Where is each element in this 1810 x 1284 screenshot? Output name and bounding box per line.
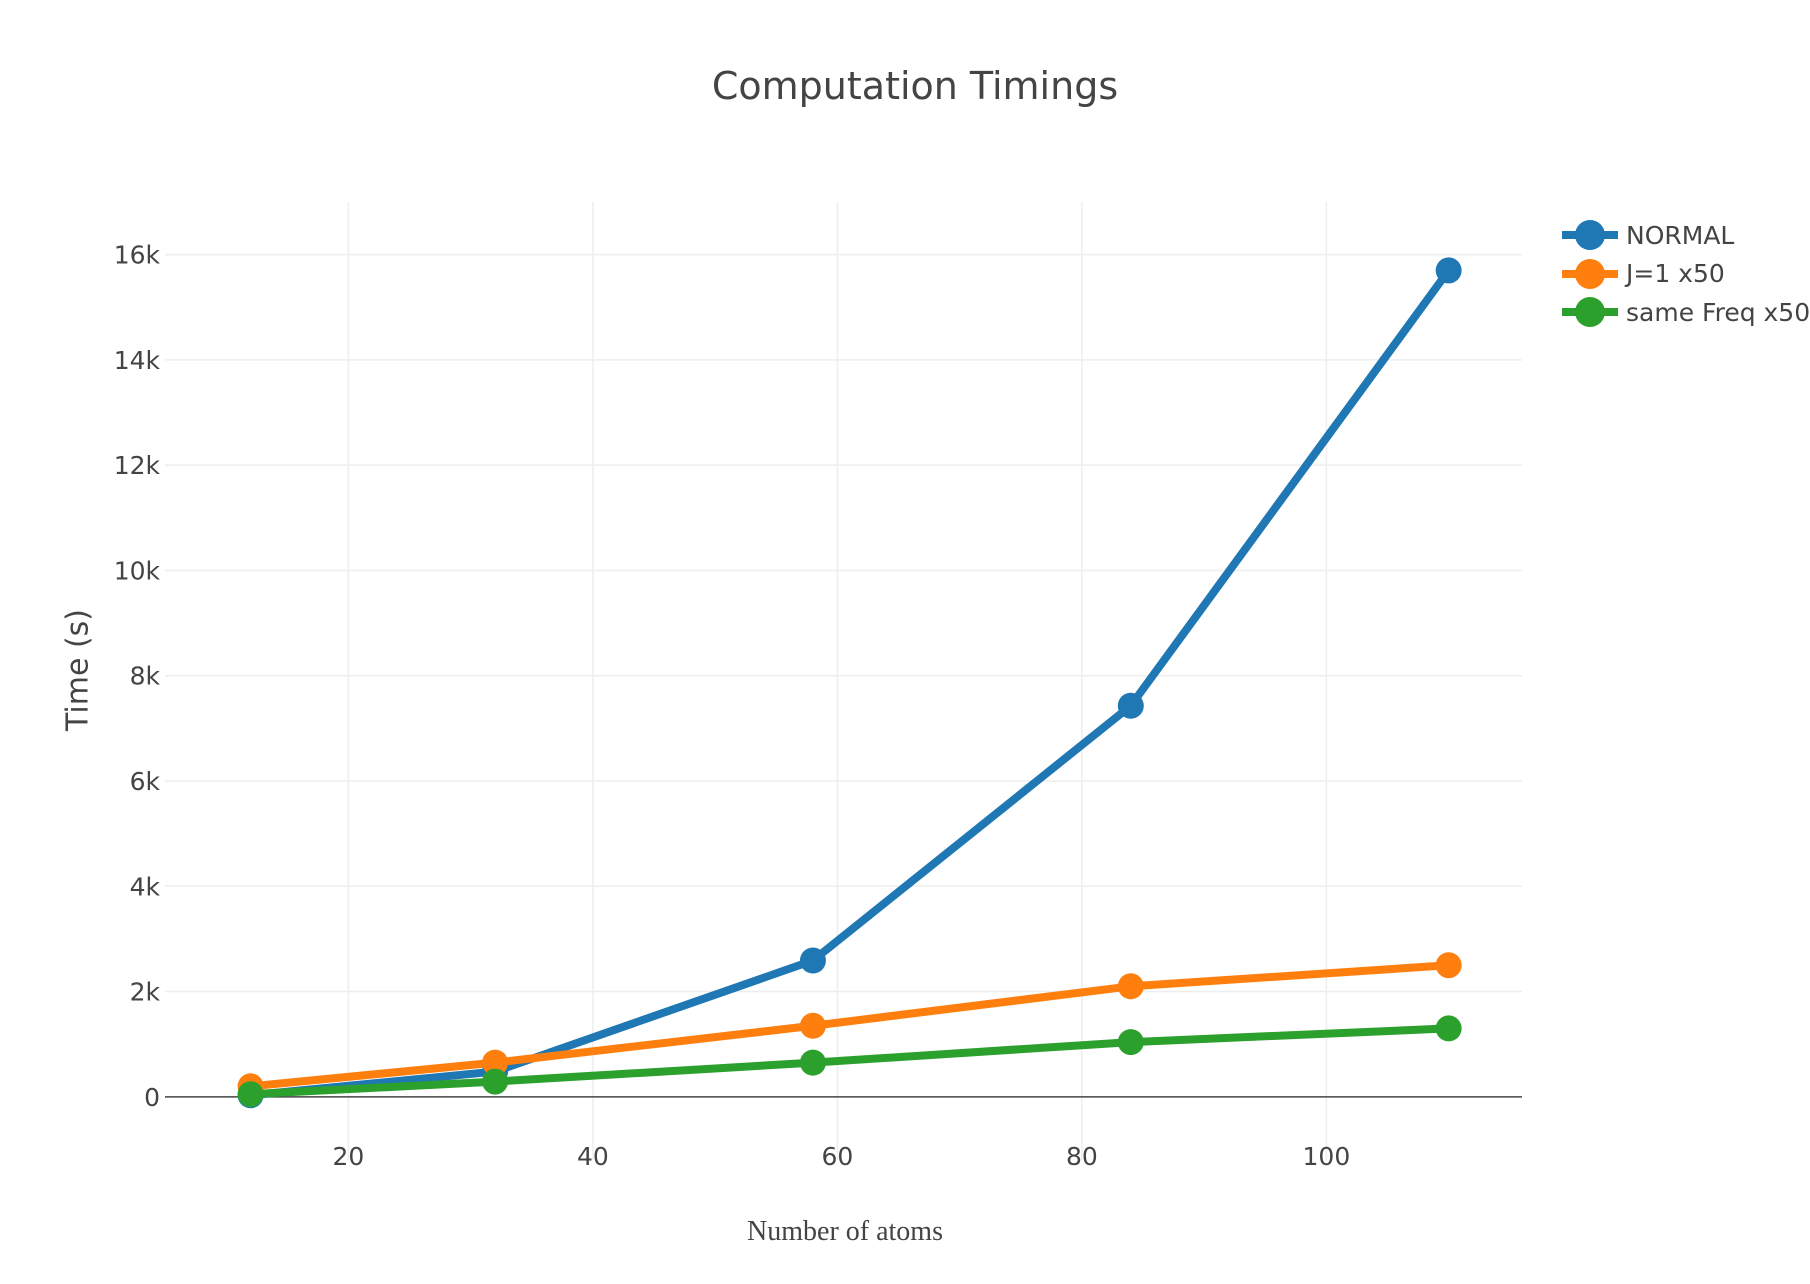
chart-title: Computation Timings — [711, 64, 1119, 108]
series — [237, 257, 1462, 1109]
data-point — [799, 947, 826, 974]
legend-swatch — [1560, 216, 1620, 254]
series-line — [246, 1024, 1453, 1099]
legend-label: J=1 x50 — [1626, 259, 1725, 288]
legend: NORMAL J=1 x50 same Freq x50 — [1560, 216, 1810, 332]
series-line — [246, 961, 1453, 1091]
data-point — [1435, 257, 1462, 284]
legend-marker — [1575, 297, 1605, 327]
data-point — [1435, 1015, 1462, 1042]
data-point — [482, 1068, 509, 1095]
x-tick-label: 100 — [1303, 1142, 1351, 1171]
y-tick-label: 10k — [114, 556, 161, 585]
legend-label: same Freq x50 — [1626, 297, 1810, 327]
y-tick-label: 2k — [130, 978, 161, 1007]
series-line — [246, 266, 1453, 1100]
y-axis-title: Time (s) — [60, 609, 96, 731]
legend-item[interactable]: NORMAL — [1560, 216, 1810, 254]
data-point — [1435, 952, 1462, 979]
x-tick-label: 80 — [1066, 1142, 1098, 1171]
legend-marker — [1575, 220, 1605, 250]
data-point — [799, 1049, 826, 1076]
data-point — [799, 1012, 826, 1039]
y-tick-label: 16k — [114, 241, 161, 270]
tick-labels: 20 40 60 80 100 0 2k 4k 6k 8k 10k 12k 14k 16k — [114, 241, 1351, 1171]
legend-marker — [1575, 258, 1605, 289]
grid — [165, 202, 1522, 1160]
x-tick-label: 60 — [821, 1142, 853, 1171]
legend-item[interactable]: J=1 x50 — [1560, 255, 1810, 293]
y-tick-label: 4k — [130, 872, 161, 901]
x-tick-label: 40 — [577, 1142, 609, 1171]
legend-item[interactable]: same Freq x50 — [1560, 293, 1810, 331]
data-point — [237, 1081, 264, 1108]
y-tick-label: 12k — [114, 451, 161, 480]
legend-swatch — [1560, 293, 1620, 331]
legend-swatch — [1560, 255, 1620, 293]
data-point — [1117, 1029, 1144, 1056]
data-point — [1117, 692, 1144, 719]
data-point — [1117, 973, 1144, 1000]
y-tick-label: 14k — [114, 346, 161, 375]
data-point — [482, 1049, 509, 1076]
y-tick-label: 0 — [144, 1083, 160, 1112]
x-tick-label: 20 — [332, 1142, 364, 1171]
y-tick-label: 8k — [130, 662, 161, 691]
legend-label: NORMAL — [1626, 220, 1735, 250]
y-tick-label: 6k — [130, 767, 161, 796]
x-axis-title: Number of atoms — [747, 1216, 943, 1247]
